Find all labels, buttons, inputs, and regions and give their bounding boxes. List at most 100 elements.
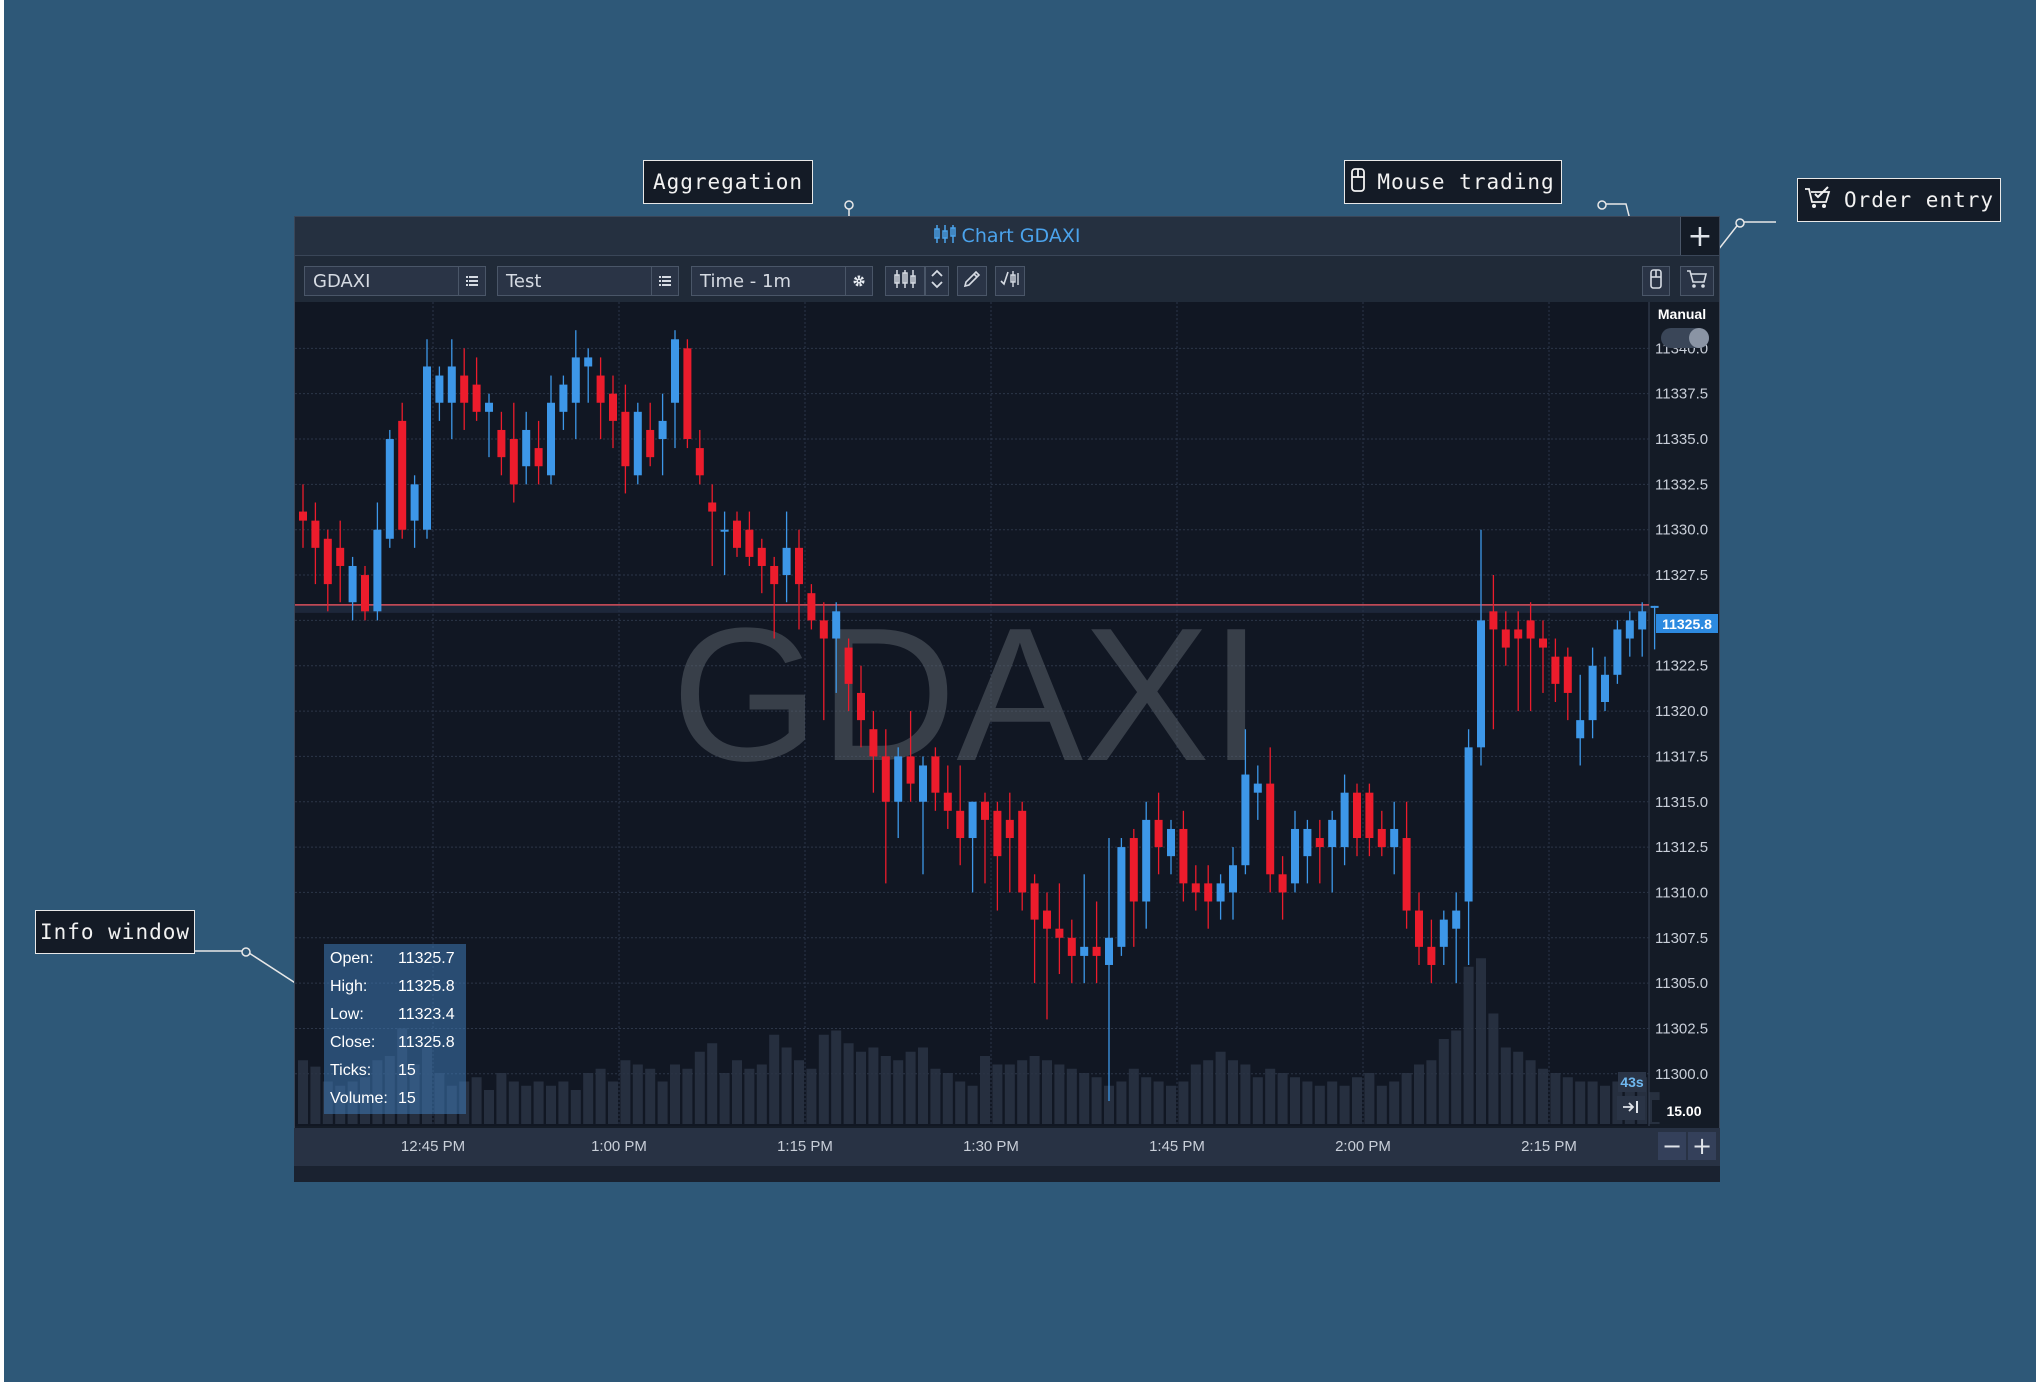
x-tick-label: 1:15 PM (777, 1138, 833, 1155)
window-titlebar[interactable]: Chart GDAXI + (295, 217, 1719, 256)
mouse-trading-button[interactable] (1642, 266, 1670, 296)
volume-bar (1327, 1081, 1338, 1124)
zoom-out-button[interactable]: − (1658, 1132, 1686, 1160)
volume-bar (1104, 1085, 1114, 1124)
volume-bar (1066, 1068, 1077, 1124)
candle-body (522, 429, 531, 467)
candle-body (534, 448, 543, 467)
volume-bar (608, 1081, 618, 1124)
volume-bar (645, 1068, 656, 1124)
candle-body (1501, 629, 1510, 648)
candle-body (1340, 792, 1349, 848)
account-select[interactable]: Test (497, 266, 679, 296)
window-title: Chart GDAXI (295, 217, 1719, 255)
candle-body (348, 565, 357, 603)
volume-bar (1500, 1047, 1511, 1124)
candle-body (857, 692, 865, 721)
order-entry-button[interactable] (1680, 266, 1714, 296)
arrow-right-bar-icon (1622, 1099, 1640, 1118)
volume-bar (1277, 1073, 1288, 1124)
x-tick-label: 2:15 PM (1521, 1138, 1577, 1155)
manual-scale-toggle[interactable] (1661, 328, 1709, 348)
volume-bar (1079, 1073, 1090, 1124)
volume-bar (1438, 1039, 1449, 1124)
chart-style-stepper[interactable] (925, 266, 949, 296)
callout-order-entry-label: Order entry (1843, 188, 1995, 212)
window-bottom-bar (294, 1166, 1720, 1182)
volume-bar (521, 1085, 532, 1124)
volume-bar (595, 1068, 606, 1124)
info-value: 11325.8 (398, 1034, 455, 1051)
add-window-button[interactable]: + (1680, 217, 1719, 255)
candle-body (361, 575, 369, 612)
drawing-tools-button[interactable] (957, 266, 987, 296)
volume-bar (818, 1034, 829, 1124)
candle-body (683, 348, 692, 440)
volume-bar (1389, 1081, 1400, 1124)
candle-body (1216, 883, 1225, 902)
volume-bar (967, 1085, 978, 1124)
volume-bar (1376, 1085, 1387, 1124)
time-axis[interactable]: 12:45 PM 1:00 PM 1:15 PM 1:30 PM 1:45 PM 2:00… (294, 1128, 1720, 1166)
candle-body (1043, 910, 1051, 929)
candle-body (1241, 774, 1250, 866)
candle-body (968, 801, 977, 839)
pencil-icon (963, 270, 981, 292)
candle-body (1464, 747, 1473, 902)
candle-body (1439, 919, 1448, 947)
volume-bar (1401, 1073, 1412, 1124)
volume-bar (856, 1051, 866, 1124)
y-tick-label: 11320.0 (1655, 703, 1708, 720)
info-row: Volume: 15 (330, 1090, 416, 1112)
candle-body (410, 484, 419, 521)
candle-body (472, 384, 481, 412)
volume-bar (1550, 1073, 1561, 1124)
aggregation-select[interactable]: Time - 1m (691, 266, 873, 296)
candle-body (1080, 946, 1089, 956)
candle-body (1601, 674, 1609, 702)
candle-body (1005, 819, 1014, 839)
zoom-in-button[interactable]: + (1688, 1132, 1716, 1160)
volume-bar (781, 1047, 792, 1124)
volume-bar (1228, 1060, 1238, 1124)
volume-bar (1265, 1068, 1276, 1124)
info-value: 15 (398, 1090, 416, 1107)
candle-body (1588, 665, 1597, 721)
candle-body (1030, 883, 1039, 920)
chart-style-button[interactable] (885, 266, 925, 296)
window-title-text: Chart GDAXI (961, 225, 1081, 247)
candle-body (509, 439, 518, 485)
volume-bar (732, 1060, 742, 1124)
bar-countdown: 43s (1618, 1072, 1646, 1092)
callout-order-entry: Order entry (1797, 178, 2001, 222)
gear-icon[interactable] (845, 267, 872, 295)
candle-body (385, 439, 394, 539)
candle-body (323, 538, 332, 585)
scroll-to-latest-button[interactable] (1617, 1096, 1645, 1120)
volume-bar (992, 1064, 1003, 1124)
volume-bar (930, 1068, 941, 1124)
candle-body (733, 520, 741, 548)
candle-body (1142, 819, 1151, 902)
volume-bar (484, 1090, 494, 1124)
candle-body (993, 810, 1002, 857)
symbol-list-icon[interactable] (458, 267, 485, 295)
candle-body (671, 339, 679, 403)
candle-body (695, 448, 704, 476)
volume-bar (1091, 1077, 1102, 1124)
volume-bar (1141, 1077, 1152, 1124)
candle-body (658, 420, 667, 440)
indicator-icon (1000, 269, 1020, 293)
volume-bar (1215, 1051, 1226, 1124)
volume-bar (1488, 1013, 1499, 1124)
y-tick-label: 11337.5 (1655, 386, 1708, 403)
indicators-button[interactable] (995, 266, 1025, 296)
x-tick-label: 1:45 PM (1149, 1138, 1205, 1155)
account-list-icon[interactable] (651, 267, 678, 295)
volume-bar (1538, 1068, 1548, 1124)
candle-body (336, 547, 345, 566)
candle-body (1266, 783, 1275, 875)
price-chart[interactable]: 11340.011337.511335.011332.511330.011327… (295, 302, 1719, 1126)
symbol-select[interactable]: GDAXI (304, 266, 486, 296)
volume-bar (558, 1081, 569, 1124)
